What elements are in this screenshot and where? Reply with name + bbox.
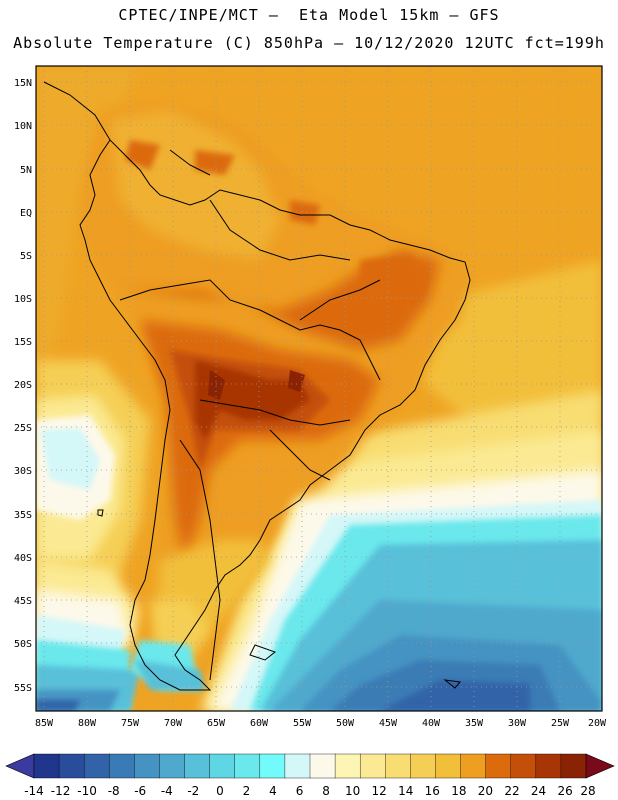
lat-label: 15S [14,337,32,348]
lat-label: 45S [14,596,32,607]
colorbar-swatch [359,753,386,779]
colorbar-label: 2 [243,784,251,798]
colorbar-label: 12 [372,784,387,798]
colorbar-swatch [209,753,236,779]
lat-label: 5S [20,251,32,262]
colorbar-label: -4 [161,784,173,798]
colorbar-swatch [184,753,211,779]
colorbar-label: 6 [296,784,304,798]
lon-label: 55W [293,718,312,729]
lon-label: 85W [35,718,54,729]
lon-label: 30W [508,718,527,729]
colorbar-swatch [134,753,161,779]
map-frame [35,65,603,712]
lat-label: 10N [14,121,32,132]
lon-label: 80W [78,718,97,729]
lon-label: 60W [250,718,269,729]
lon-label: 45W [379,718,398,729]
colorbar-high-arrow [585,753,615,779]
colorbar-label: -6 [134,784,146,798]
colorbar-label: 4 [269,784,277,798]
lat-label: EQ [20,208,32,219]
lat-label: 10S [14,294,32,305]
lon-label: 65W [207,718,226,729]
coastlines [43,81,471,691]
colorbar-label: 24 [531,784,546,798]
colorbar-label: -12 [51,784,71,798]
colorbar-swatch [485,753,512,779]
lon-label: 40W [422,718,441,729]
colorbar-swatch [510,753,537,779]
colorbar-label: 22 [504,784,519,798]
lat-label: 15N [14,78,32,89]
colorbar-swatch [309,753,336,779]
lon-label: 25W [551,718,570,729]
lon-label: 50W [336,718,355,729]
lat-label: 55S [14,683,32,694]
colorbar-swatch [159,753,186,779]
latitude-labels: 15N 10N 5N EQ 5S 10S 15S 20S 25S 30S 35S… [14,78,32,694]
colorbar-swatch [560,753,587,779]
lat-label: 20S [14,380,32,391]
colorbar-label: 18 [451,784,466,798]
colorbar-label: 16 [425,784,440,798]
lon-label: 70W [164,718,183,729]
colorbar-swatch [535,753,562,779]
colorbar-label: 28 [580,784,595,798]
colorbar-label: 20 [478,784,493,798]
colorbar-label: 10 [345,784,360,798]
colorbar-swatch [234,753,261,779]
colorbar-swatch [33,753,60,779]
colorbar-label: -14 [24,784,44,798]
colorbar-swatch [435,753,462,779]
temperature-field [36,66,602,711]
lon-label: 35W [465,718,484,729]
colorbar-swatch [83,753,110,779]
longitude-labels: 85W 80W 75W 70W 65W 60W 55W 50W 45W 40W … [35,718,607,729]
colorbar-swatch [334,753,361,779]
title-line-2: Absolute Temperature (C) 850hPa – 10/12/… [13,34,605,52]
lat-label: 30S [14,466,32,477]
colorbar-swatch [410,753,437,779]
colorbar-label: -8 [108,784,120,798]
colorbar-swatch [460,753,487,779]
lon-label: 75W [121,718,140,729]
lat-label: 25S [14,423,32,434]
lat-label: 50S [14,639,32,650]
colorbar-label: 26 [557,784,572,798]
colorbar-swatch [58,753,85,779]
colorbar-label: -2 [187,784,199,798]
colorbar-swatch [385,753,411,779]
title-line-1: CPTEC/INPE/MCT – Eta Model 15km – GFS [118,6,500,24]
colorbar-label: -10 [77,784,97,798]
colorbar-swatch [109,753,135,779]
lat-label: 35S [14,510,32,521]
colorbar-swatch [284,753,311,779]
colorbar: -14 -12 -10 -8 -6 -4 -2 0 2 4 6 8 10 12 … [5,753,615,798]
lat-label: 5N [20,165,32,176]
colorbar-swatch [259,753,286,779]
colorbar-low-arrow [5,753,35,779]
lat-label: 40S [14,553,32,564]
colorbar-label: 8 [322,784,330,798]
colorbar-label: 14 [398,784,413,798]
lon-label: 20W [588,718,607,729]
colorbar-label: 0 [216,784,224,798]
